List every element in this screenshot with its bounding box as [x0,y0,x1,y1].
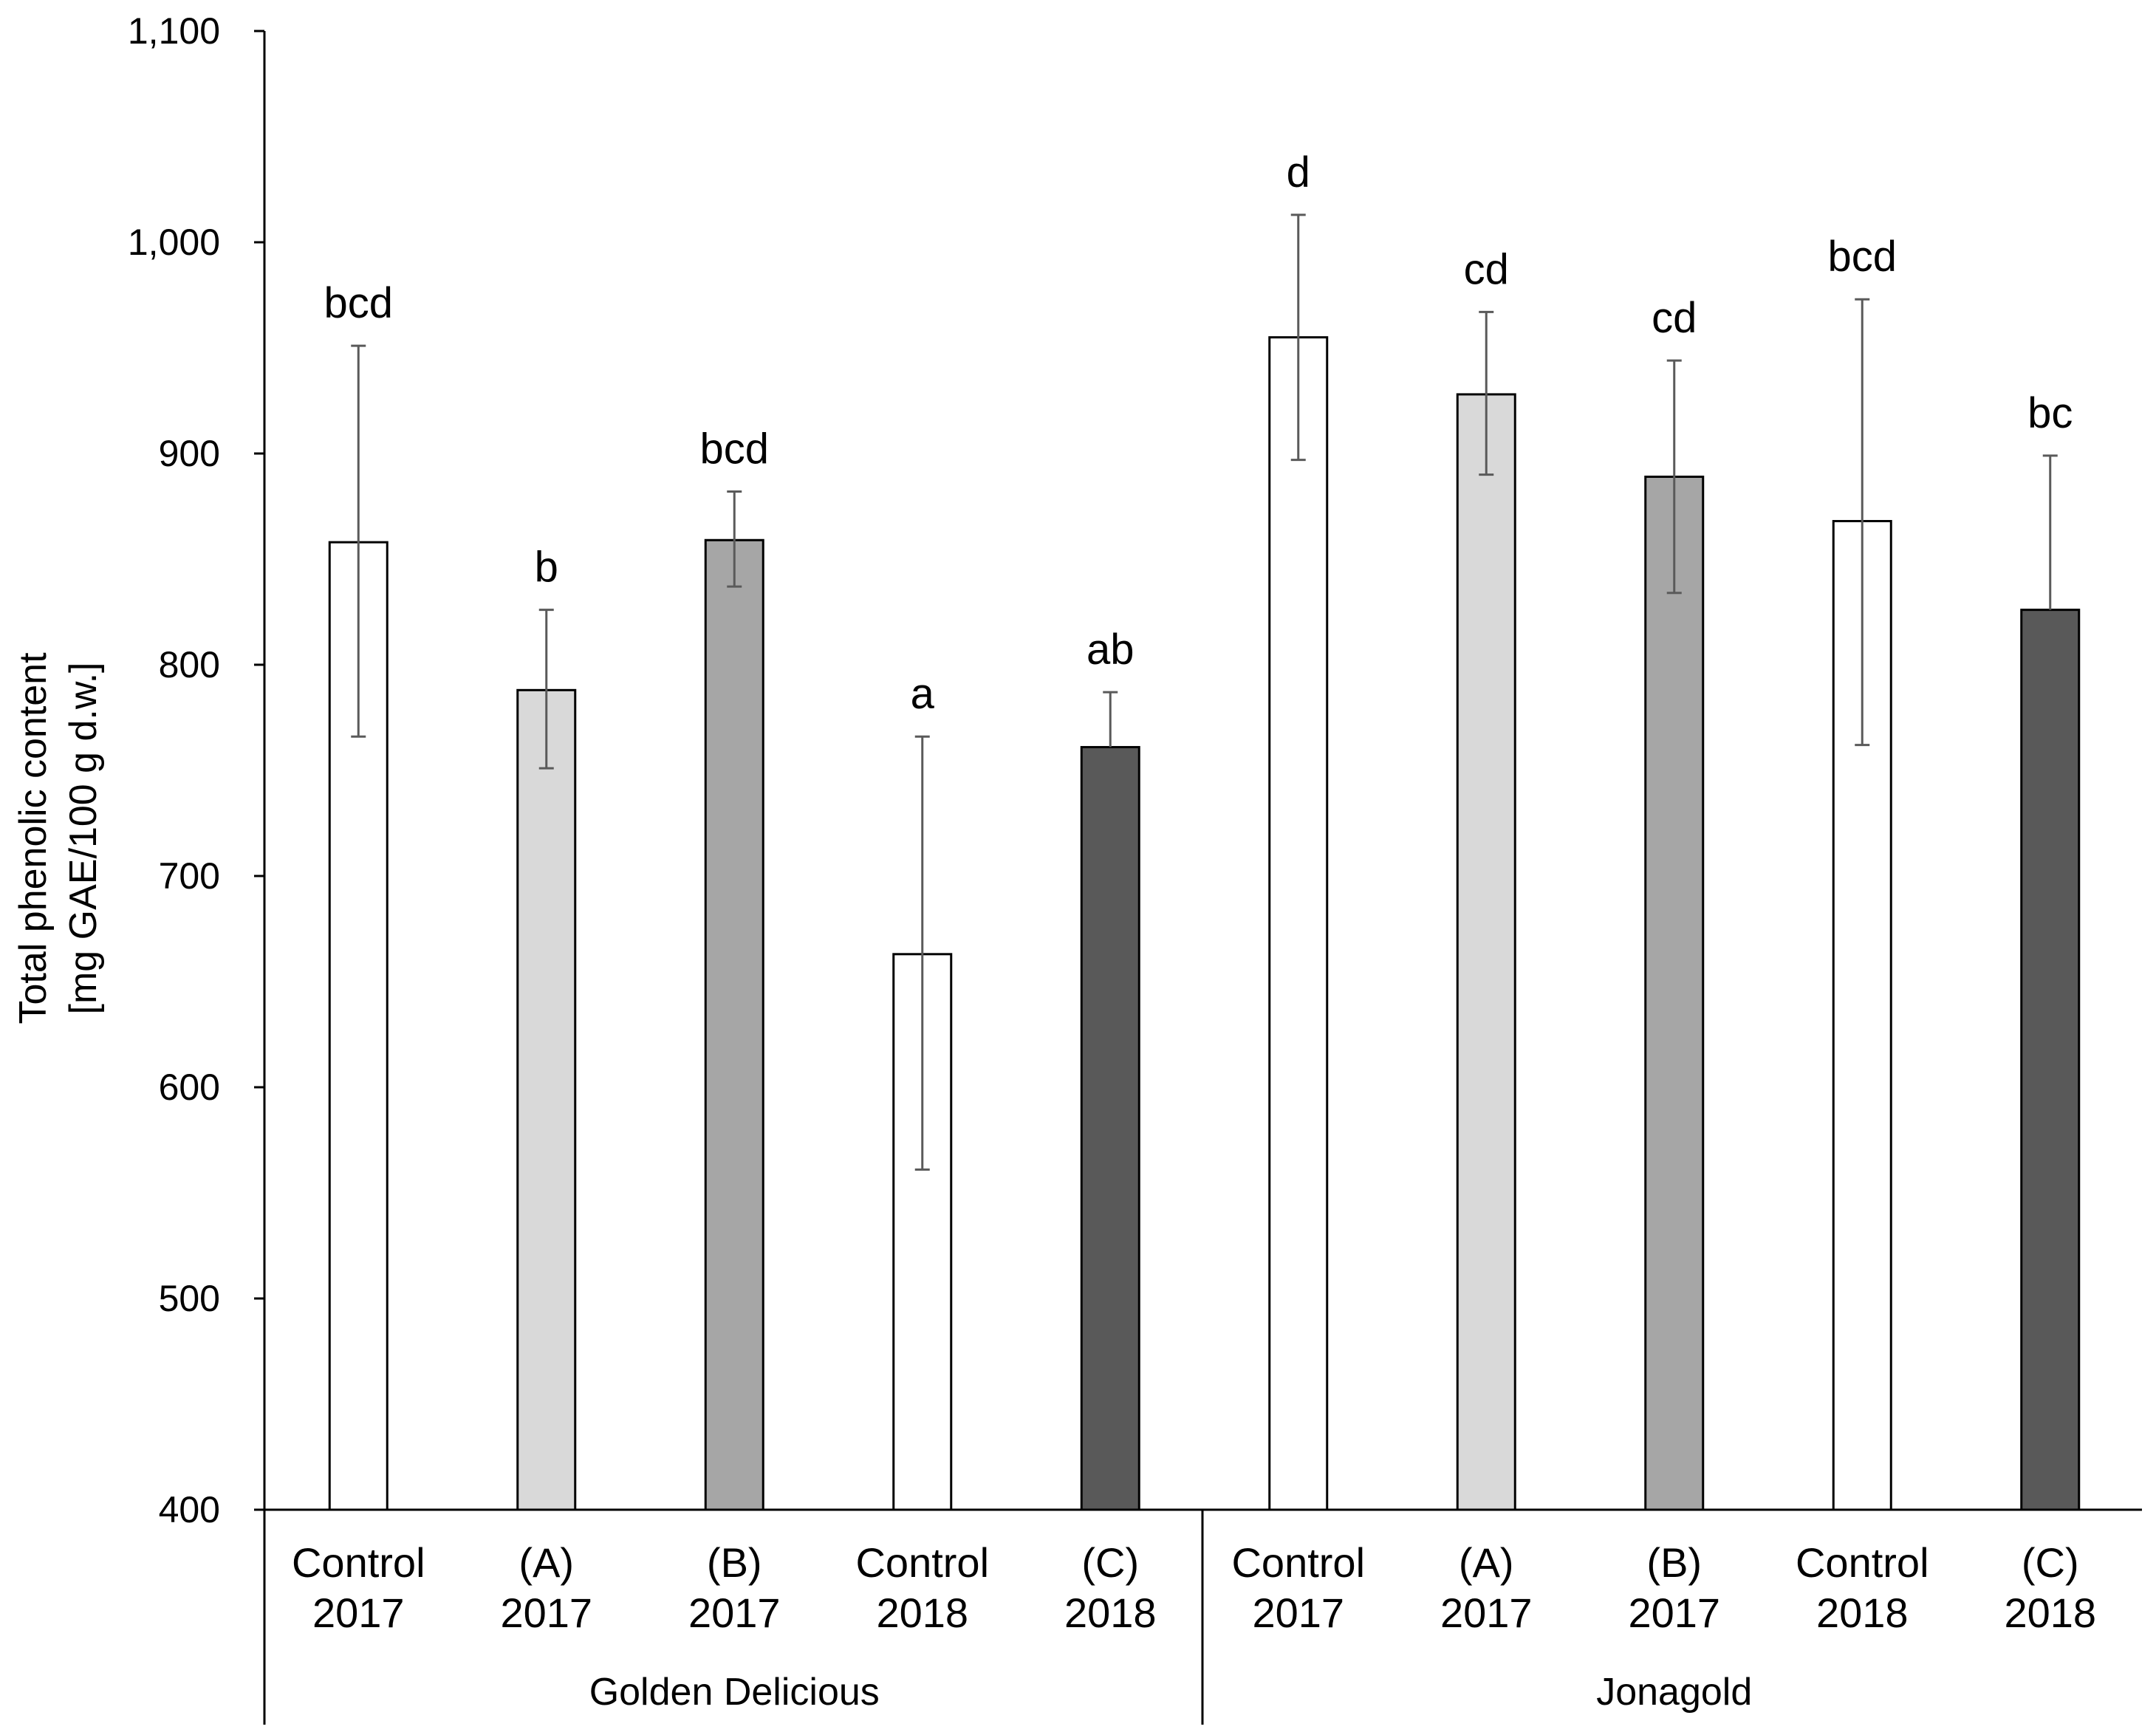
bars: bcd b bcd a ab d cd cd bcd bc [324,148,2081,1511]
category-label-line-1: (C) [1081,1539,1139,1586]
significance-letter: d [1287,148,1310,196]
bar [1456,393,1516,1511]
category-label-line-2: 2017 [500,1589,592,1636]
y-axis-ticks: 400 500 600 700 800 900 1,000 1,100 [128,10,264,1530]
y-tick-label: 800 [159,644,220,685]
category-label-line-2: 2017 [688,1589,781,1636]
y-tick-label: 1,000 [128,222,220,263]
category-label-line-1: (A) [519,1539,574,1586]
group-label: Golden Delicious [589,1671,880,1714]
category-label-line-2: 2017 [312,1589,405,1636]
category-label-line-2: 2017 [1440,1589,1533,1636]
category-label-line-2: 2017 [1628,1589,1720,1636]
category-label-line-1: Control [1796,1539,1929,1586]
category-label-line-1: (A) [1459,1539,1514,1586]
y-tick-label: 600 [159,1067,220,1108]
category-label-line-2: 2018 [2004,1589,2096,1636]
axes [263,31,2142,1725]
significance-letter: bcd [699,425,769,473]
significance-letter: a [911,670,935,718]
category-label-line-1: Control [292,1539,425,1586]
y-tick-label: 900 [159,433,220,474]
category-label-line-1: (B) [707,1539,762,1586]
group-label: Jonagold [1596,1671,1752,1714]
x-axis-labels: Control2017(A)2017(B)2017Control2018(C)2… [292,1539,2096,1714]
bar [704,538,764,1511]
bar [2020,609,2081,1511]
bar [1268,336,1329,1511]
bar [1080,746,1140,1511]
category-label-line-1: Control [1231,1539,1365,1586]
category-label-line-1: Control [855,1539,989,1586]
bar [516,688,577,1511]
y-tick-label: 500 [159,1278,220,1319]
category-label-line-1: (C) [2022,1539,2079,1586]
significance-letter: cd [1464,245,1509,293]
y-axis-title-line-2: [mg GAE/100 g d.w.] [62,663,105,1015]
y-tick-label: 400 [159,1489,220,1530]
category-label-line-1: (B) [1646,1539,1702,1586]
y-tick-label: 1,100 [128,10,220,52]
significance-letter: bcd [1827,233,1897,281]
y-axis-title: Total phenolic content [mg GAE/100 g d.w… [12,652,105,1024]
significance-letter: cd [1652,294,1697,342]
bar [1644,475,1705,1511]
category-label-line-2: 2018 [1816,1589,1909,1636]
category-label-line-2: 2018 [876,1589,968,1636]
significance-letter: bc [2027,389,2073,437]
category-label-line-2: 2017 [1252,1589,1344,1636]
significance-letter: b [535,544,558,592]
significance-letter: bcd [324,279,393,327]
y-axis-title-line-1: Total phenolic content [12,652,55,1024]
significance-letter: ab [1086,626,1135,674]
y-tick-label: 700 [159,855,220,897]
category-label-line-2: 2018 [1064,1589,1157,1636]
